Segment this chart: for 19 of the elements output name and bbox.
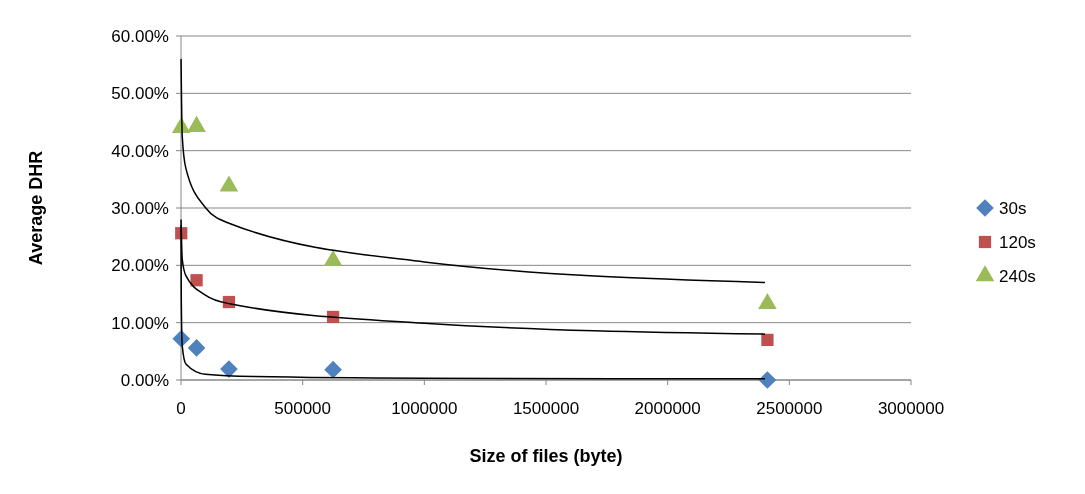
y-tick-label: 40.00% (111, 141, 169, 161)
legend-label: 120s (999, 233, 1036, 252)
x-tick-label: 2500000 (756, 399, 823, 418)
x-tick-label: 500000 (274, 399, 332, 418)
y-tick-label: 50.00% (111, 84, 169, 104)
x-axis-title: Size of files (byte) (469, 446, 623, 466)
y-tick-label: 60.00% (111, 27, 169, 46)
x-tick-label: 2000000 (634, 399, 701, 418)
y-tick-label: 30.00% (111, 199, 169, 218)
y-tick-label: 0.00% (120, 371, 169, 390)
y-axis-title: Average DHR (26, 150, 46, 266)
x-tick-label: 1500000 (512, 399, 580, 418)
x-tick-label: 1000000 (391, 399, 458, 418)
legend-label: 30s (999, 199, 1027, 218)
y-tick-label: 20.00% (111, 256, 169, 276)
legend-label: 240s (999, 267, 1036, 286)
x-tick-label: 0 (176, 399, 186, 418)
x-tick-label: 3000000 (877, 399, 945, 418)
y-tick-label: 10.00% (111, 313, 169, 333)
